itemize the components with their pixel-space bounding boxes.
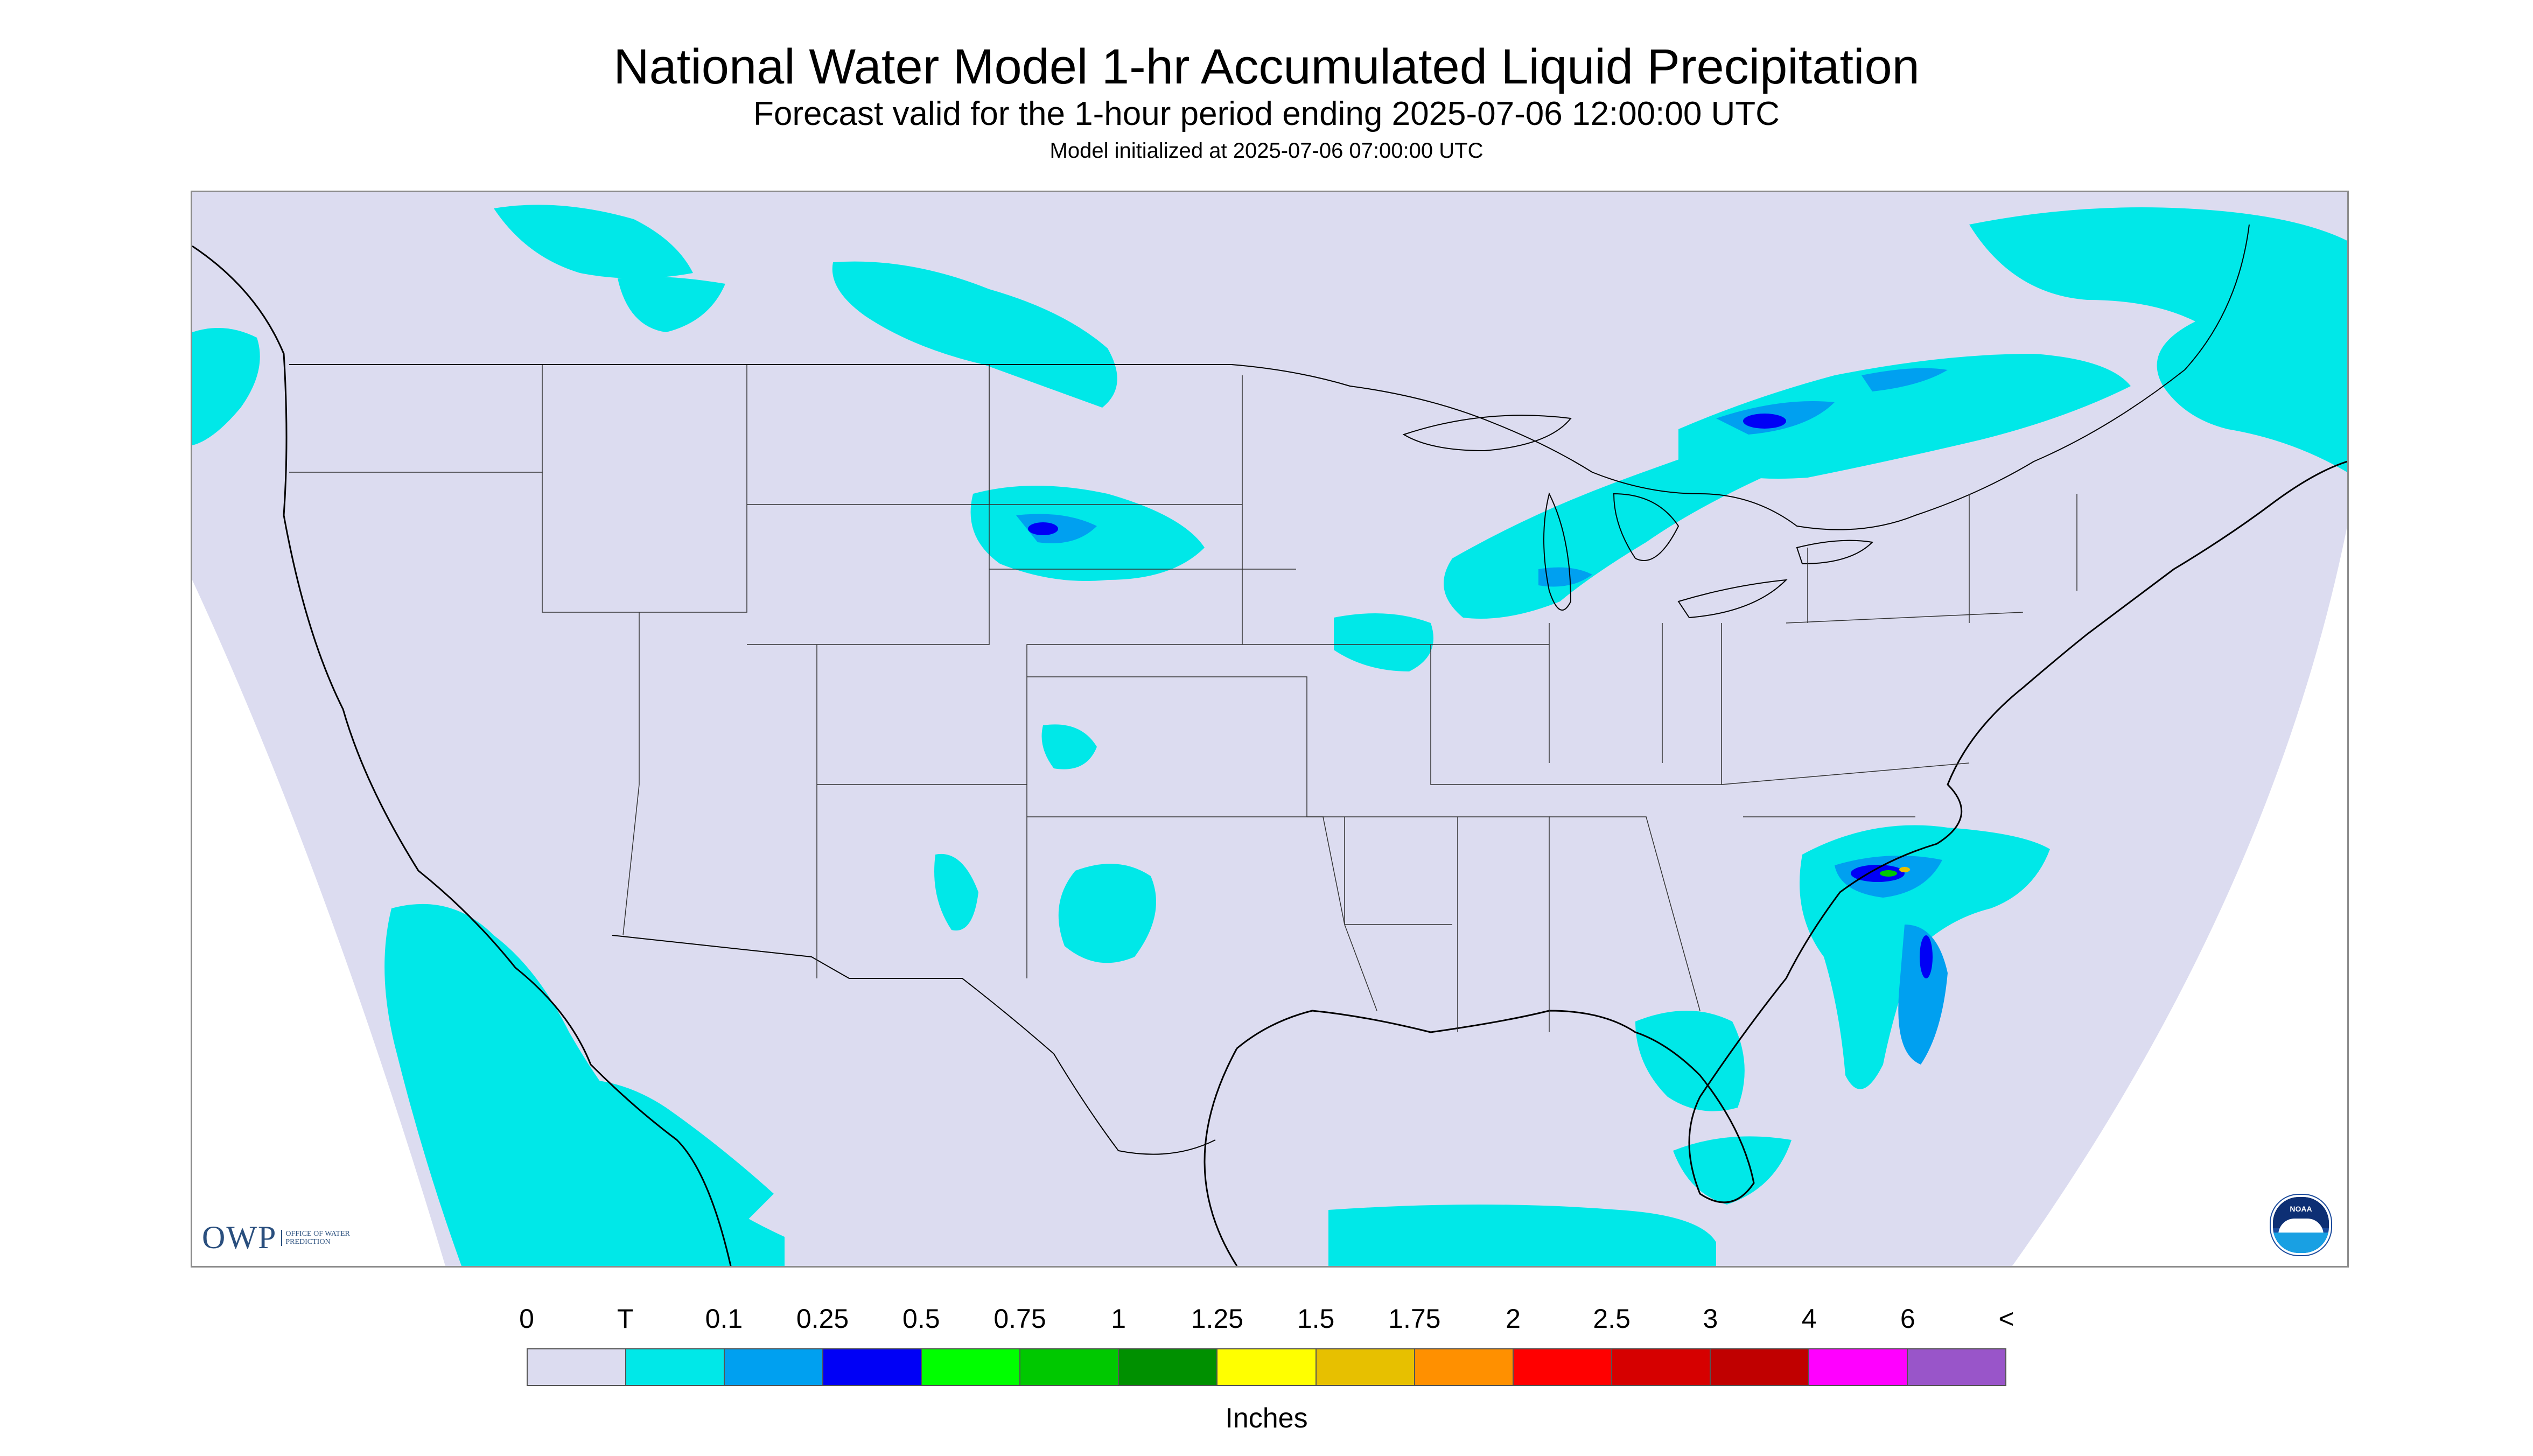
pacific-nw-precip [192, 328, 260, 445]
ontario-quebec-precip [1678, 354, 2131, 479]
oklahoma-precip [1041, 724, 1097, 769]
legend-swatch [1513, 1349, 1612, 1385]
carolina-heavy-yellow [1899, 867, 1910, 872]
legend-tick-label: 0 [519, 1304, 534, 1334]
lake-superior [1402, 415, 1572, 452]
ontario-moderate [1743, 414, 1786, 429]
legend-swatch [626, 1349, 725, 1385]
legend-tick-label: 2.5 [1593, 1304, 1631, 1334]
legend-swatch [922, 1349, 1021, 1385]
noaa-logo-text: NOAA [2290, 1205, 2312, 1213]
baja-offshore-precip [526, 1079, 774, 1231]
texas-precip [1058, 864, 1156, 963]
legend-tick-label: 0.1 [705, 1304, 743, 1334]
south-florida-precip [1673, 1136, 1792, 1205]
legend-tick-label: 0.25 [796, 1304, 849, 1334]
atlantic-band-light [1898, 925, 1948, 1065]
map-canvas [192, 192, 2347, 1266]
quebec-light [1862, 368, 1948, 391]
owp-logo: OWP Office of Water Prediction [202, 1219, 350, 1256]
legend-tick-label: 4 [1801, 1304, 1817, 1334]
legend-swatch [1612, 1349, 1711, 1385]
great-lakes [1402, 415, 1874, 619]
precipitation-map: OWP Office of Water Prediction NOAA [191, 191, 2349, 1268]
lake-erie [1677, 579, 1788, 619]
state-boundaries [289, 365, 2077, 1032]
lake-michigan [1543, 492, 1572, 611]
legend-tick-label: 6 [1900, 1304, 1915, 1334]
atlantic-moderate [1920, 935, 1933, 978]
model-init-text: Model initialized at 2025-07-06 07:00:00… [1049, 139, 1484, 163]
coastline [192, 245, 2347, 1266]
mexico-coast [1203, 1048, 1238, 1266]
florida-precip [1635, 1011, 1745, 1111]
legend-tick-label: 1.25 [1191, 1304, 1244, 1334]
us-canada-border [289, 224, 2250, 530]
legend-tick-label: < [1998, 1304, 2014, 1334]
legend-swatch [1119, 1349, 1218, 1385]
legend-swatch [823, 1349, 922, 1385]
legend-swatch [1217, 1349, 1317, 1385]
legend-tick-label: T [617, 1304, 634, 1334]
legend-swatch [1415, 1349, 1514, 1385]
northeast-canada-precip [1969, 207, 2347, 472]
michigan-light [1538, 567, 1592, 587]
montana-canada-precip [494, 205, 693, 278]
gulf-precip [1328, 1205, 1716, 1266]
legend-tick-label: 1.75 [1388, 1304, 1441, 1334]
lake-huron [1613, 493, 1680, 561]
lake-ontario [1796, 540, 1874, 565]
carolina-heavy-green [1880, 870, 1897, 877]
legend-units: Inches [1225, 1403, 1308, 1434]
legend-tick-label: 0.5 [902, 1304, 940, 1334]
owp-logo-letters: OWP [202, 1220, 277, 1255]
legend-tick-label: 3 [1703, 1304, 1718, 1334]
legend-swatch [1710, 1349, 1809, 1385]
dakota-moderate [1028, 522, 1058, 535]
owp-logo-text: Office of Water Prediction [281, 1229, 350, 1246]
new-mexico-precip [934, 853, 978, 931]
legend-tick-label: 0.75 [993, 1304, 1046, 1334]
map-title: National Water Model 1-hr Accumulated Li… [613, 39, 1920, 94]
midwest-precip [1334, 613, 1433, 671]
carolina-moderate [1851, 865, 1905, 882]
saskatchewan-precip [832, 261, 1117, 408]
legend-swatch [528, 1349, 627, 1385]
map-subtitle: Forecast valid for the 1-hour period end… [753, 95, 1780, 132]
legend-swatch [1020, 1349, 1119, 1385]
precip-moderate-areas [1028, 414, 1933, 978]
legend-swatch [725, 1349, 824, 1385]
legend-tick-label: 1 [1111, 1304, 1126, 1334]
legend-swatch [1809, 1349, 1908, 1385]
us-mexico-border [612, 935, 1216, 1155]
noaa-logo: NOAA [2271, 1195, 2331, 1255]
precip-heavy-spots [1880, 867, 1910, 877]
legend-swatch [1907, 1349, 2005, 1385]
alberta-precip [618, 276, 725, 332]
legend-swatch [1316, 1349, 1415, 1385]
legend-tick-label: 1.5 [1297, 1304, 1335, 1334]
legend-tick-label: 2 [1506, 1304, 1521, 1334]
precip-legend-bar [527, 1348, 2006, 1386]
